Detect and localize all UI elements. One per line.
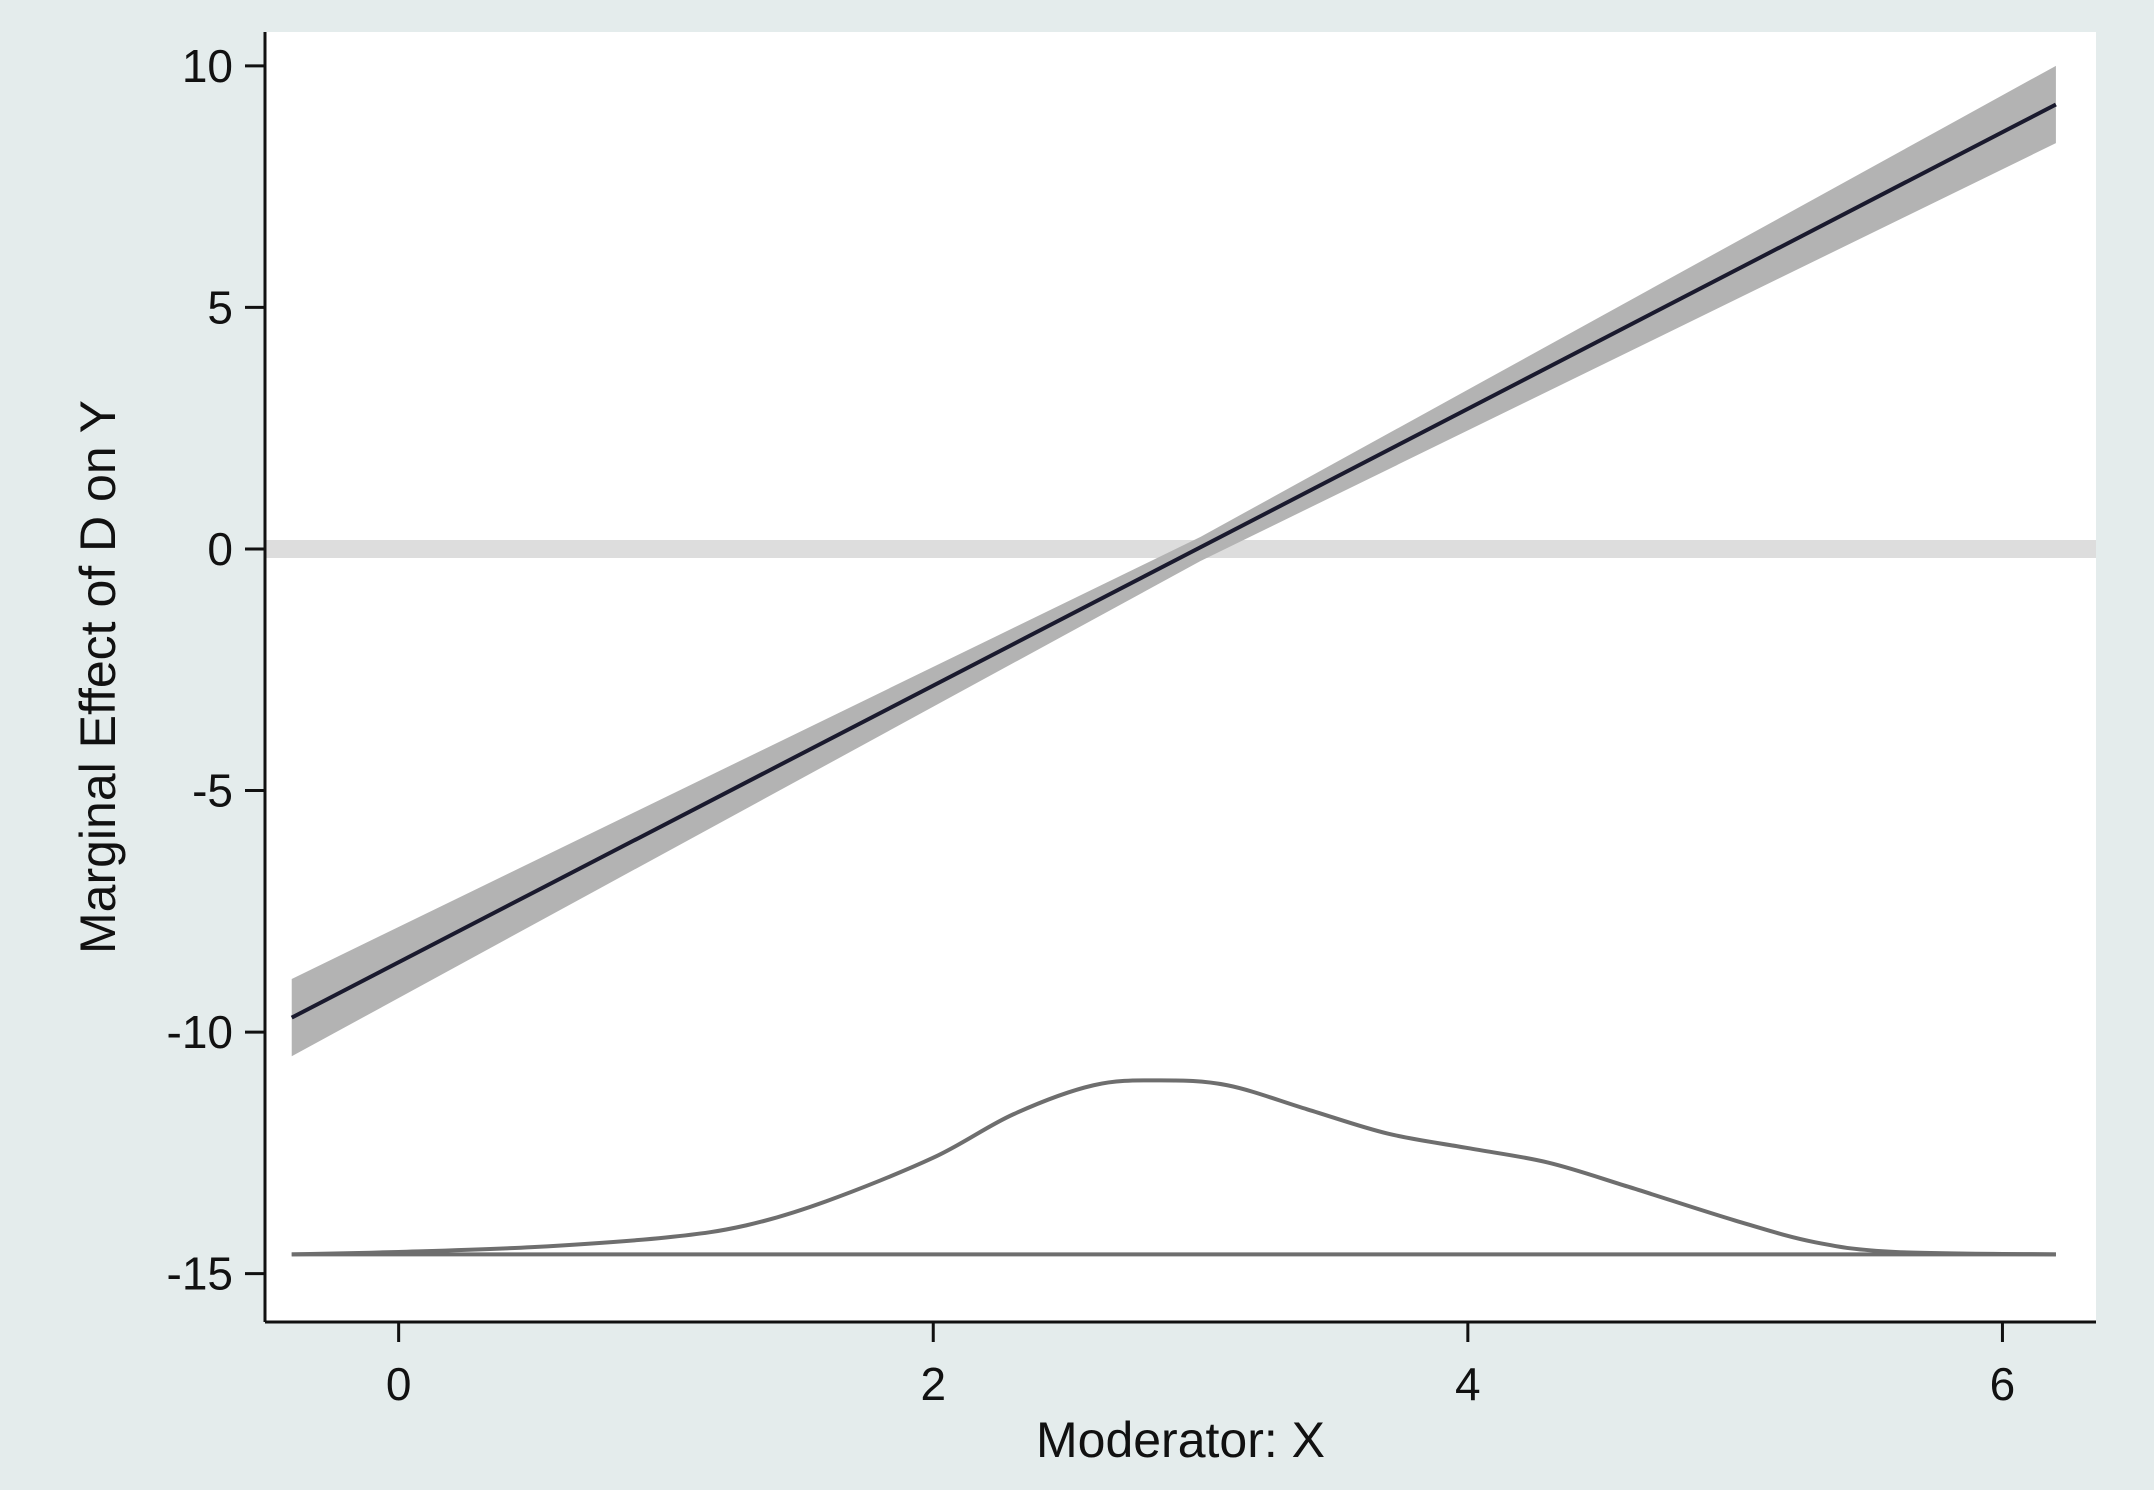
y-tick-label: -5 bbox=[192, 765, 233, 817]
y-tick-label: -10 bbox=[167, 1006, 233, 1058]
marginal-effect-line bbox=[290, 102, 2057, 1020]
y-tick-label: 0 bbox=[207, 523, 233, 575]
y-tick-label: -15 bbox=[167, 1248, 233, 1300]
x-tick-label: 2 bbox=[920, 1358, 946, 1410]
y-tick-label: 5 bbox=[207, 281, 233, 333]
y-axis-title: Marginal Effect of D on Y bbox=[70, 400, 126, 954]
y-tick-label: 10 bbox=[182, 40, 233, 92]
x-tick-label: 0 bbox=[386, 1358, 412, 1410]
density-curve bbox=[291, 1078, 2056, 1257]
x-tick-label: 6 bbox=[1990, 1358, 2016, 1410]
x-tick-label: 4 bbox=[1455, 1358, 1481, 1410]
x-axis-title: Moderator: X bbox=[1036, 1412, 1325, 1468]
